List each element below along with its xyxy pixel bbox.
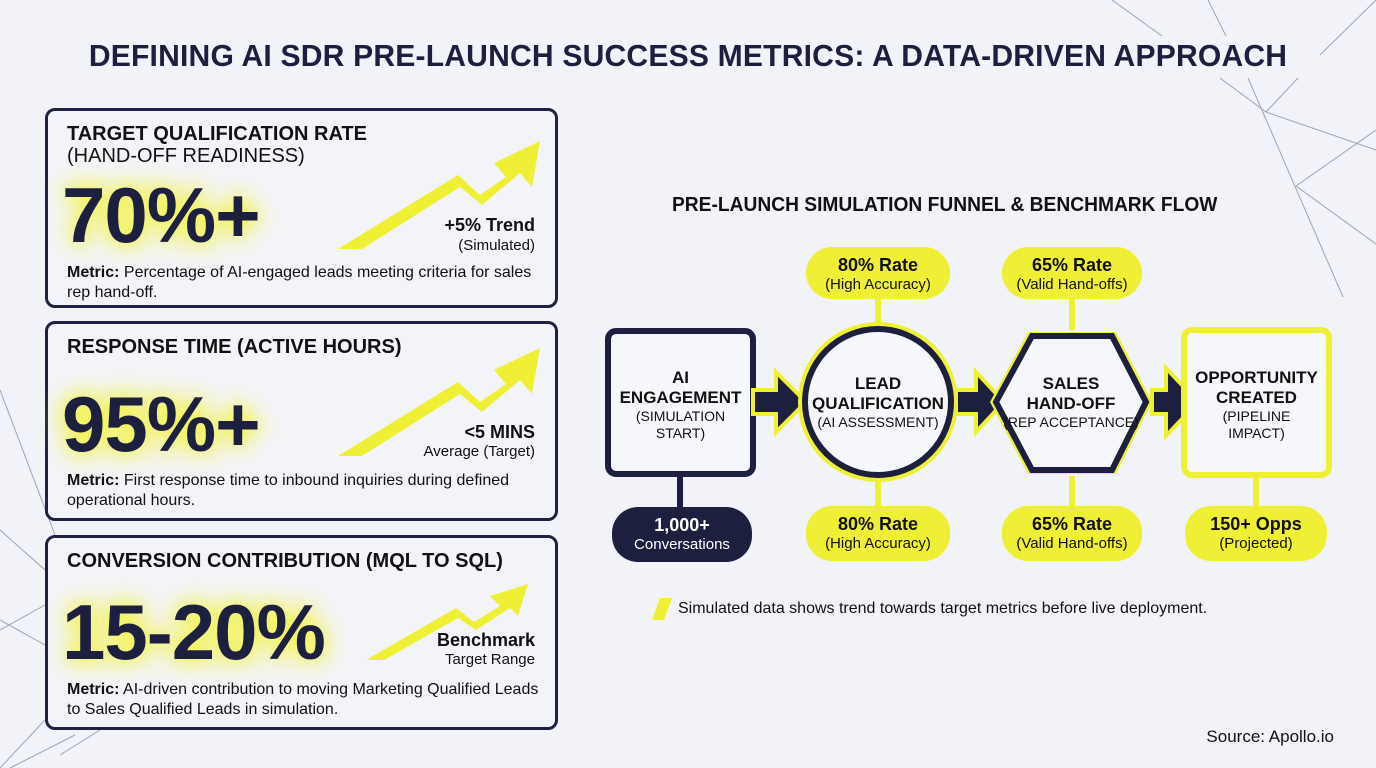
benchmark-pill-conversations: 1,000+ Conversations [612,507,752,562]
node-sales-hand-off: SALES HAND-OFF (REP ACCEPTANCE) [996,374,1146,431]
metric-description: Metric: First response time to inbound i… [67,471,539,511]
card-heading: TARGET QUALIFICATION RATE [67,123,367,145]
metric-value: 15-20% [62,588,326,676]
card-heading: CONVERSION CONTRIBUTION (MQL TO SQL) [67,550,503,572]
benchmark-pill-bottom-handoff: 65% Rate (Valid Hand-offs) [1002,506,1142,561]
trend-up-arrow-icon [366,584,528,660]
flow-footnote: Simulated data shows trend towards targe… [651,598,1208,620]
node-sub-line: START) [655,425,706,441]
metric-value: 95%+ [62,380,261,468]
node-title-line: LEAD [854,374,902,393]
node-sub-line: (REP ACCEPTANCE) [1003,414,1139,430]
desc-text: AI-driven contribution to moving Marketi… [67,681,539,718]
desc-text: First response time to inbound inquiries… [67,472,510,509]
desc-text: Percentage of AI-engaged leads meeting c… [67,264,532,301]
metric-description: Metric: AI-driven contribution to moving… [67,680,539,720]
trend-label: <5 MINS [464,422,535,442]
pill-main: 65% Rate [1031,514,1113,534]
pill-sub: (Valid Hand-offs) [1016,276,1128,293]
desc-label: Metric: [67,681,120,698]
pill-main: 65% Rate [1031,255,1113,275]
pill-main: 150+ Opps [1210,514,1302,534]
trend-label: Benchmark [436,630,535,650]
node-sub-line: (PIPELINE [1222,408,1291,424]
node-opportunity-created: OPPORTUNITY CREATED (PIPELINE IMPACT) [1184,368,1329,442]
benchmark-pill-opportunities: 150+ Opps (Projected) [1185,506,1327,561]
trend-sublabel: Average (Target) [423,443,535,460]
page-title: DEFINING AI SDR PRE-LAUNCH SUCCESS METRI… [88,38,1288,73]
node-sub-line: (AI ASSESSMENT) [817,414,939,430]
metric-card-conversion-contribution: CONVERSION CONTRIBUTION (MQL TO SQL) 15-… [45,535,558,730]
source-credit: Source: Apollo.io [1206,727,1334,746]
node-sub-line: (SIMULATION [635,408,726,424]
trend-up-arrow-icon [338,348,540,456]
metric-card-response-time: RESPONSE TIME (ACTIVE HOURS) 95%+ <5 MIN… [45,321,558,521]
node-title-line: HAND-OFF [1026,394,1116,413]
pill-main: 80% Rate [837,255,919,275]
card-heading: RESPONSE TIME (ACTIVE HOURS) [67,336,402,358]
pill-sub: (Projected) [1219,535,1293,552]
node-title-line: SALES [1042,374,1100,393]
node-sub-line: IMPACT) [1228,425,1285,441]
card-subheading: (HAND-OFF READINESS) [67,145,305,167]
pill-sub: (High Accuracy) [825,276,931,293]
metric-value: 70%+ [62,171,261,259]
node-lead-qualification: LEAD QUALIFICATION (AI ASSESSMENT) [800,374,956,431]
benchmark-pill-top-handoff: 65% Rate (Valid Hand-offs) [1002,247,1142,299]
metric-description: Metric: Percentage of AI-engaged leads m… [67,263,539,303]
desc-label: Metric: [67,264,120,281]
trend-label: +5% Trend [444,215,535,235]
node-title-line: OPPORTUNITY [1195,368,1318,387]
footnote-text: Simulated data shows trend towards targe… [678,600,1208,617]
trend-sublabel: (Simulated) [458,237,535,254]
pill-sub: (Valid Hand-offs) [1016,535,1128,552]
benchmark-pill-top-qualification: 80% Rate (High Accuracy) [806,247,950,299]
node-title-line: CREATED [1216,388,1297,407]
pill-sub: (High Accuracy) [825,535,931,552]
node-title-line: AI [672,368,689,387]
trend-up-arrow-icon [338,141,540,249]
flow-title: PRE-LAUNCH SIMULATION FUNNEL & BENCHMARK… [672,194,1218,216]
metric-card-qualification-rate: TARGET QUALIFICATION RATE (HAND-OFF READ… [45,108,558,308]
benchmark-pill-bottom-qualification: 80% Rate (High Accuracy) [806,506,950,561]
node-title-line: QUALIFICATION [812,394,944,413]
node-ai-engagement: AI ENGAGEMENT (SIMULATION START) [608,368,753,442]
pill-main: 80% Rate [837,514,919,534]
node-title-line: ENGAGEMENT [619,388,742,407]
pill-sub: Conversations [634,536,730,553]
trend-sublabel: Target Range [444,651,535,668]
desc-label: Metric: [67,472,120,489]
pill-main: 1,000+ [654,515,710,535]
